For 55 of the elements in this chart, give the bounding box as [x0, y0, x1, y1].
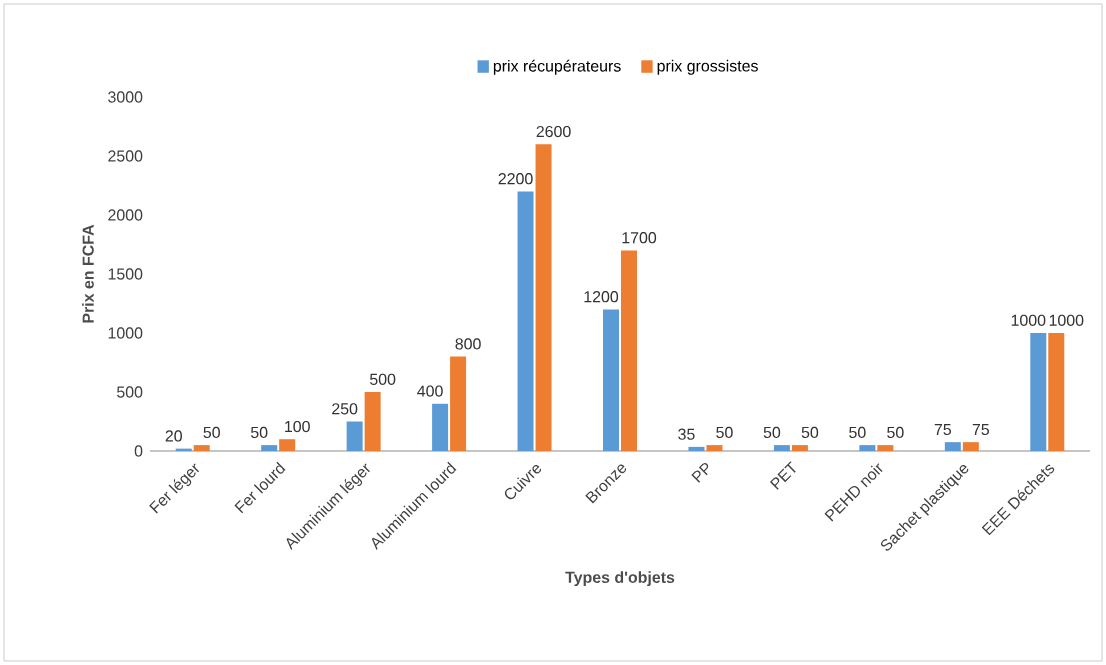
bar	[535, 144, 552, 451]
bar	[688, 446, 705, 451]
bar	[962, 442, 979, 451]
bar	[261, 445, 278, 451]
data-label: 2600	[536, 125, 571, 138]
bar	[364, 392, 381, 451]
x-tick-label: PP	[691, 462, 709, 483]
bar	[706, 445, 723, 451]
data-label: 75	[934, 423, 952, 436]
bar	[944, 442, 961, 451]
y-tick-label: 1000	[108, 327, 143, 339]
bar	[279, 439, 296, 451]
bar	[1048, 333, 1065, 451]
legend-label: prix récupérateurs	[493, 59, 621, 75]
y-tick-label: 0	[134, 445, 143, 457]
bar	[773, 445, 790, 451]
bar	[1030, 333, 1047, 451]
data-label: 20	[165, 430, 182, 442]
data-label: 1700	[622, 232, 657, 244]
data-label: 500	[369, 373, 396, 385]
data-label: 50	[849, 426, 866, 439]
bar	[791, 445, 808, 451]
bar	[346, 421, 363, 451]
bar	[450, 356, 467, 451]
data-label: 35	[678, 428, 695, 440]
data-label: 1000	[1049, 314, 1084, 326]
data-label: 50	[203, 426, 220, 439]
bar	[603, 309, 620, 451]
y-tick-label: 500	[116, 386, 143, 398]
y-tick-label: 1500	[108, 268, 143, 280]
bar	[193, 445, 210, 451]
data-label: 400	[417, 385, 443, 397]
data-label: 800	[455, 338, 481, 350]
data-label: 50	[250, 426, 268, 439]
bar	[859, 445, 876, 451]
data-label: 2200	[498, 173, 533, 185]
data-label: 1000	[1011, 314, 1046, 326]
bar	[432, 403, 449, 451]
data-label: 50	[801, 426, 819, 439]
data-label: 50	[887, 426, 904, 439]
data-label: 250	[332, 403, 358, 415]
y-tick-label: 3000	[108, 91, 143, 103]
data-label: 100	[285, 420, 310, 433]
y-tick-label: 2500	[108, 150, 143, 162]
data-label: 50	[763, 426, 781, 439]
bar	[517, 191, 534, 451]
bar	[621, 250, 638, 451]
x-axis-title: Types d'objets	[565, 571, 675, 587]
data-label: 1200	[584, 291, 619, 303]
legend-label: prix grossistes	[657, 59, 758, 75]
bar	[877, 445, 894, 451]
data-label: 50	[716, 426, 733, 439]
y-axis-title: Prix en FCFA	[82, 224, 94, 323]
data-label: 75	[972, 423, 990, 436]
y-tick-label: 2000	[108, 209, 143, 221]
